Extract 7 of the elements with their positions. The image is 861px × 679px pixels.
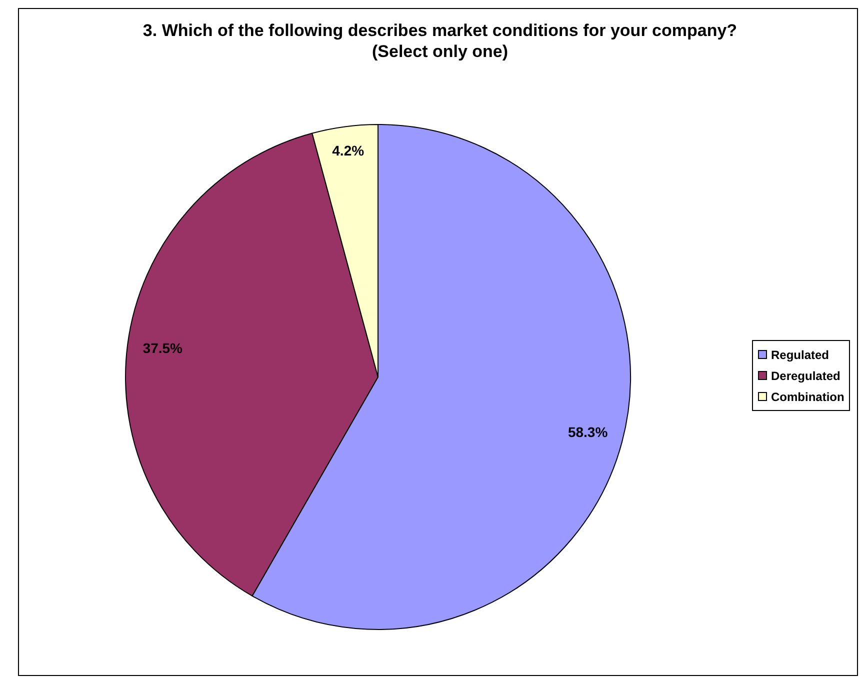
data-label: 37.5% bbox=[142, 340, 184, 356]
legend-label: Regulated bbox=[771, 348, 830, 362]
legend-label: Deregulated bbox=[771, 368, 840, 382]
chart-title: 3. Which of the following describes market conditions for your company? (Select only one) bbox=[142, 20, 738, 62]
legend-label: Combination bbox=[771, 390, 844, 404]
data-label: 58.3% bbox=[568, 424, 608, 440]
data-label: 4.2% bbox=[332, 142, 365, 159]
